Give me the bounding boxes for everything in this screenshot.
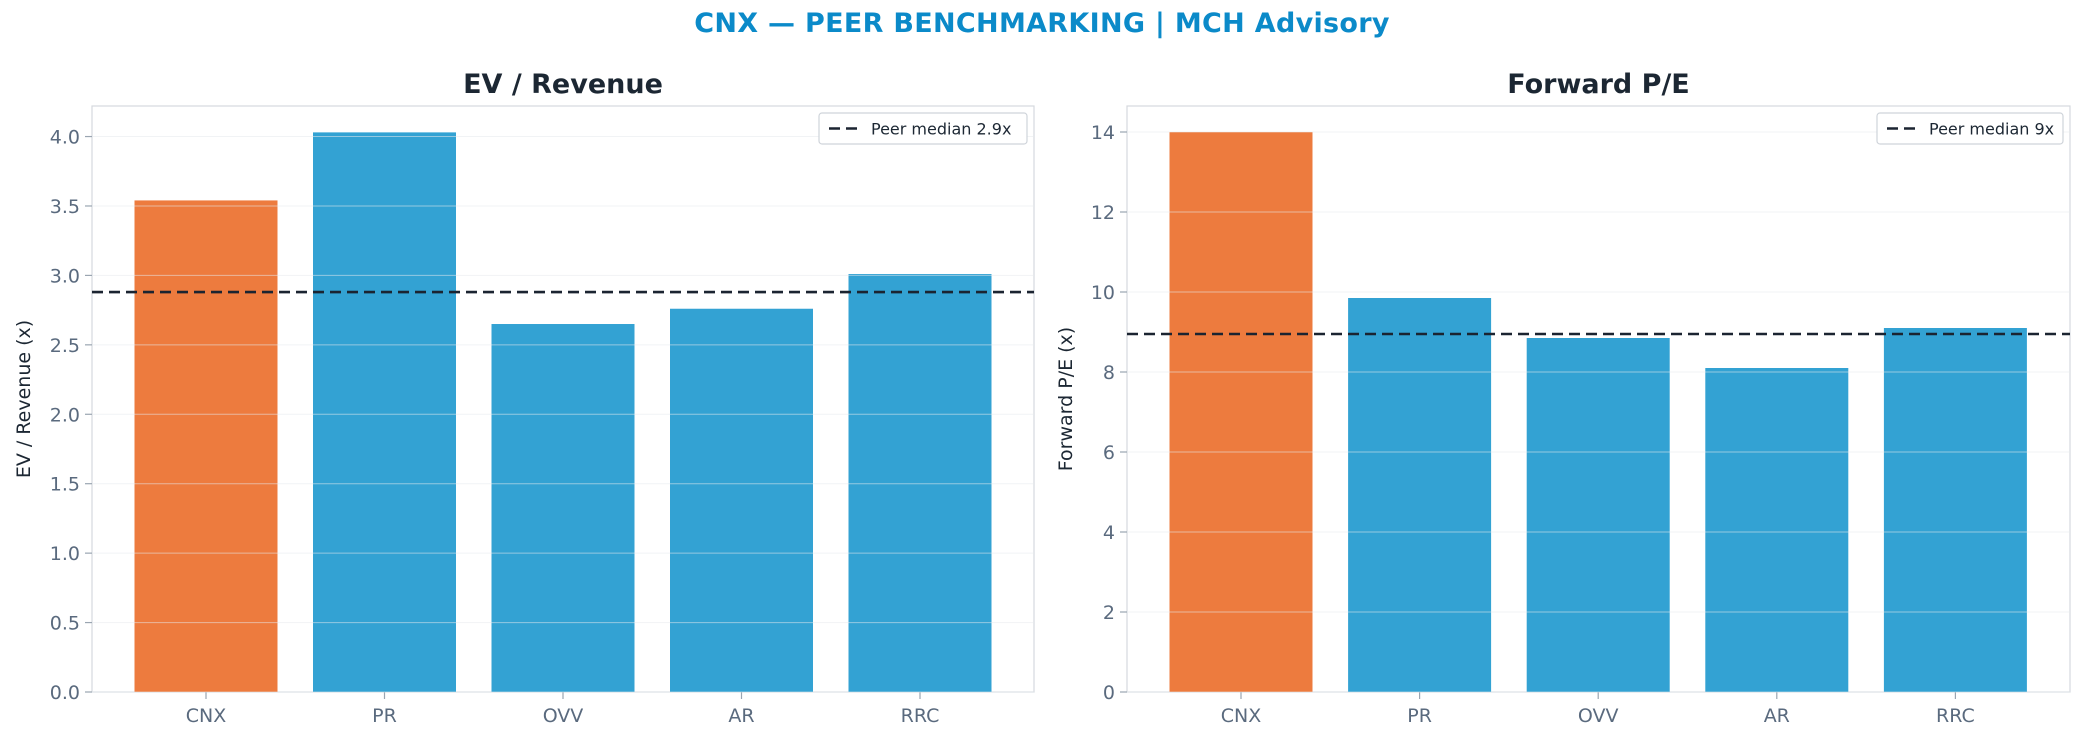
y-tick-label: 1.5 [50,474,80,496]
y-tick-label: 4.0 [50,127,80,149]
x-tick-label: AR [1764,705,1790,727]
y-tick-label: 1.0 [50,543,80,565]
y-tick-label: 2.0 [50,404,80,426]
bar-cnx [134,200,278,692]
bar-cnx [1169,132,1313,692]
x-tick-label: RRC [901,705,940,727]
x-tick-label: PR [1407,705,1432,727]
bar-rrc [848,274,992,692]
x-tick-label: CNX [1221,705,1262,727]
y-tick-label: 14 [1091,122,1115,144]
y-axis-label: EV / Revenue (x) [13,320,35,478]
y-tick-label: 2.5 [50,335,80,357]
bar-ovv [1526,338,1670,692]
y-tick-label: 12 [1091,202,1115,224]
bar-pr [1348,298,1492,692]
y-axis-label: Forward P/E (x) [1055,327,1077,471]
y-tick-label: 8 [1103,362,1115,384]
chart-title: Forward P/E [1507,69,1690,100]
y-tick-label: 3.5 [50,196,80,218]
y-tick-label: 0 [1103,682,1115,704]
x-tick-label: RRC [1936,705,1975,727]
bar-pr [313,132,456,692]
x-tick-label: PR [372,705,397,727]
chart-panel-2: Forward P/E Forward P/E (x) 0 2 4 6 8 10 12 14 CNX… [1055,69,2071,727]
y-tick-label: 0.5 [50,613,80,635]
chart-panel-1: EV / Revenue EV / Revenue (x) 0.0 0.5 1.0 1.5… [13,69,1035,727]
y-tick-label: 6 [1103,442,1115,464]
x-tick-label: CNX [186,705,227,727]
x-tick-label: OVV [1578,705,1619,727]
y-tick-label: 0.0 [50,682,80,704]
legend-box [818,112,1028,145]
y-tick-label: 2 [1103,602,1115,624]
y-tick-label: 4 [1103,522,1115,544]
legend-box [1876,112,2064,145]
x-tick-label: OVV [543,705,584,727]
legend-label: Peer median 9x [1929,120,2054,139]
bar-ovv [491,324,635,692]
bar-ar [670,308,813,692]
x-tick-label: AR [728,705,754,727]
legend-label: Peer median 2.9x [871,120,1011,139]
bar-ar [1705,368,1849,692]
y-tick-label: 10 [1091,282,1115,304]
chart-title: EV / Revenue [463,69,663,100]
page-title: CNX — PEER BENCHMARKING | MCH Advisory [694,8,1390,39]
y-tick-label: 3.0 [50,265,80,287]
bar-rrc [1883,328,2027,692]
